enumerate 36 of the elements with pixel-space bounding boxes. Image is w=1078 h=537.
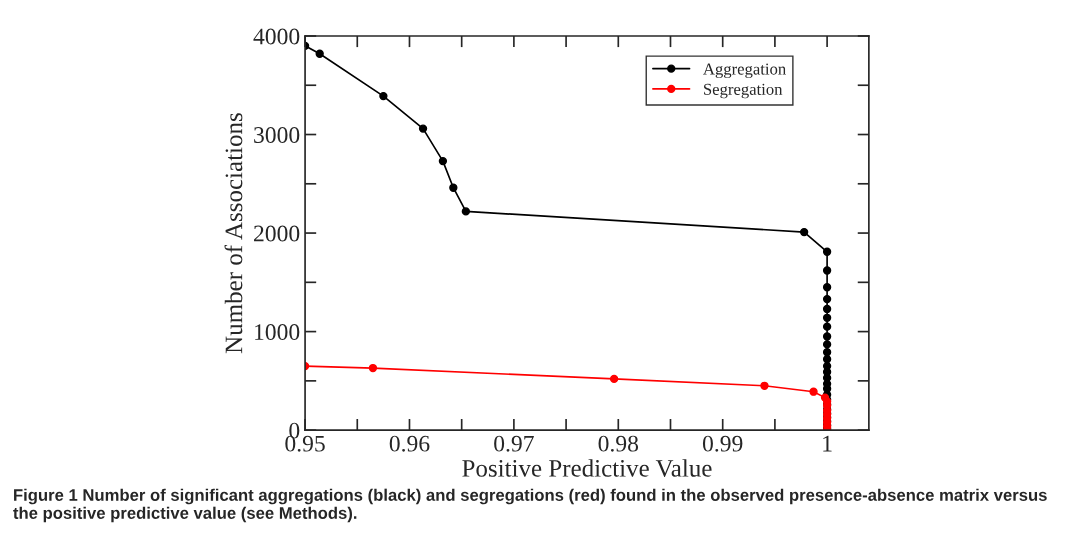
x-tick-label: 1	[823, 435, 832, 452]
point	[461, 207, 471, 216]
legend-label: Aggregation	[703, 63, 786, 79]
point	[822, 348, 832, 357]
point	[822, 340, 832, 349]
x-tick-label: 0.96	[389, 435, 430, 452]
y-tick-label: 1000	[255, 324, 300, 341]
point	[822, 283, 832, 292]
y-tick-label: 4000	[253, 28, 300, 45]
x-tick-label: 0.98	[598, 435, 639, 452]
y-axis-title: Number of Associations	[224, 113, 243, 354]
point	[438, 156, 448, 166]
point	[822, 322, 832, 331]
point	[449, 183, 458, 192]
point	[379, 91, 388, 101]
point	[809, 387, 818, 396]
point	[822, 355, 832, 364]
point	[822, 266, 832, 275]
x-axis-title: Positive Predictive Value	[462, 459, 712, 477]
caption: Figure 1 Number of significant aggregations (black) and segregations (red) found in the observed presence-absence matrix versus the positive predictive value (see Methods).	[13, 488, 1047, 523]
point	[822, 294, 832, 304]
point	[822, 332, 832, 341]
point	[799, 227, 809, 237]
point	[760, 381, 769, 390]
point	[822, 304, 832, 314]
point	[822, 313, 832, 322]
y-tick-label: 3000	[254, 127, 300, 143]
y-tick-label: 2000	[254, 225, 300, 242]
point	[609, 374, 619, 384]
point	[822, 247, 832, 256]
legend-label: Segregation	[704, 83, 783, 99]
x-tick-label: 0.99	[702, 435, 743, 452]
point	[418, 124, 428, 133]
x-tick-label: 0.97	[494, 435, 534, 452]
point	[315, 49, 324, 58]
point	[368, 363, 378, 373]
